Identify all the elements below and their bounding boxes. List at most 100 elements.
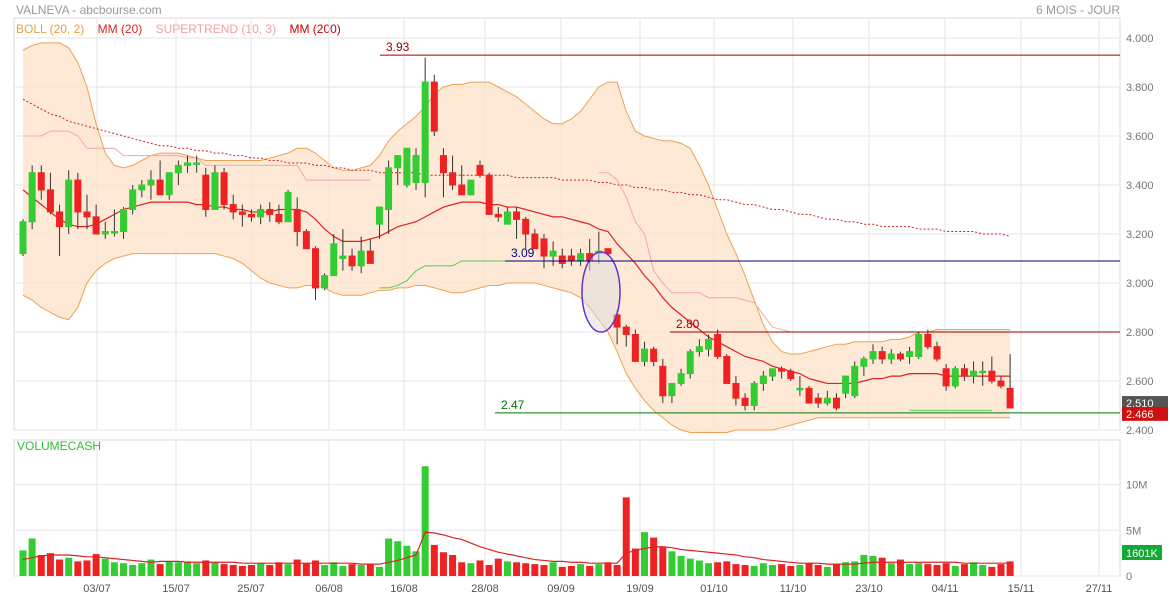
volume-panel-frame [13, 439, 1121, 577]
legend: BOLL (20, 2) MM (20) SUPERTREND (10, 3) … [16, 22, 351, 36]
chart-title: VALNEVA - abcbourse.com [16, 3, 162, 17]
volume-bar [970, 562, 978, 576]
volume-bar [522, 563, 530, 576]
volume-bar [174, 562, 182, 576]
volume-bar [805, 563, 813, 576]
volume-bar [595, 564, 603, 576]
volume-bar [513, 562, 521, 576]
volume-bar [101, 558, 109, 576]
volume-bar [631, 548, 639, 576]
volume-bar [184, 561, 192, 576]
volume-bar [540, 565, 548, 576]
candle-up [750, 382, 758, 407]
price-tick-label: 3.200 [1126, 229, 1154, 241]
candle-down [997, 380, 1005, 387]
x-tick-label: 04/11 [932, 583, 959, 595]
volume-bar [778, 564, 786, 576]
price-tick-label: 3.600 [1126, 131, 1154, 143]
legend-boll: BOLL (20, 2) [16, 22, 85, 36]
candle-down [942, 368, 950, 387]
annotation-label: 3.93 [386, 40, 410, 54]
volume-bar [604, 562, 612, 576]
volume-bar [997, 564, 1005, 576]
candle-down [202, 174, 210, 210]
volume-bar [394, 541, 402, 576]
volume-bar [46, 553, 54, 576]
candle-down [348, 255, 356, 267]
volume-bar [467, 563, 475, 576]
candle-down [494, 213, 502, 218]
volume-bar [458, 562, 466, 576]
volume-bar [869, 555, 877, 576]
candle-down [878, 351, 886, 360]
candle-up [211, 172, 219, 210]
volume-bar [887, 563, 895, 576]
candle-up [184, 162, 192, 166]
candle-down [92, 216, 100, 235]
volume-bar [896, 559, 904, 576]
candle-down [988, 370, 996, 382]
volume-bar [439, 552, 447, 576]
volume-badge-bg [1122, 545, 1162, 560]
volume-bar [275, 562, 283, 576]
candle-up [503, 211, 511, 225]
volume-bar [211, 562, 219, 576]
candle-down [714, 333, 722, 358]
candle-up [357, 250, 365, 267]
volume-bar [924, 564, 932, 576]
candle-down [522, 218, 530, 235]
candle-down [832, 397, 840, 409]
candle-up [705, 338, 712, 350]
price-tick-label: 3.000 [1126, 278, 1154, 290]
last-price-tag-bg [1122, 396, 1168, 411]
candle-up [851, 365, 859, 397]
candle-up [421, 81, 429, 184]
candle-down [238, 211, 246, 215]
volume-bar [19, 550, 27, 576]
support-price-tag-bg [1122, 406, 1168, 421]
candle-up [695, 346, 703, 353]
grid [13, 17, 1121, 577]
volume-tick-label: 5M [1126, 525, 1141, 537]
price-tick-label: 4.000 [1126, 33, 1154, 45]
volume-bar [796, 565, 804, 576]
candle-down [531, 233, 539, 250]
x-tick-label: 03/07 [83, 583, 111, 595]
candle-up [796, 387, 804, 391]
candle-down [513, 211, 521, 220]
candle-down [293, 209, 301, 233]
candle-up [677, 373, 685, 384]
period-label[interactable]: 6 MOIS - JOUR [1035, 3, 1120, 17]
candle-down [924, 333, 932, 348]
candle-up [321, 275, 329, 289]
x-tick-label: 11/10 [780, 583, 807, 595]
candle-down [220, 172, 228, 206]
volume-bar [37, 554, 45, 576]
volume-bar [567, 565, 575, 576]
volume-bar [988, 566, 996, 576]
candle-down [732, 382, 740, 399]
volume-bar [238, 565, 246, 576]
volume-bar [814, 565, 822, 576]
price-tick-label: 3.800 [1126, 82, 1154, 94]
candle-down [229, 204, 237, 213]
candle-up [869, 351, 877, 360]
volume-bar [951, 565, 959, 576]
candle-down [248, 213, 255, 218]
x-tick-label: 28/08 [471, 583, 499, 595]
candle-down [814, 397, 822, 404]
candle-up [887, 353, 895, 360]
legend-supertrend: SUPERTREND (10, 3) [155, 22, 277, 36]
volume-bar [293, 559, 301, 576]
candle-up [19, 221, 27, 255]
candle-up [385, 167, 393, 211]
candle-down [604, 248, 612, 255]
volume-bar [485, 565, 493, 576]
volume-bar [503, 561, 511, 576]
volume-bar [586, 565, 594, 576]
candle-up [577, 253, 585, 262]
volume-bar [220, 564, 228, 576]
candle-down [302, 231, 310, 250]
candle-up [860, 358, 868, 367]
